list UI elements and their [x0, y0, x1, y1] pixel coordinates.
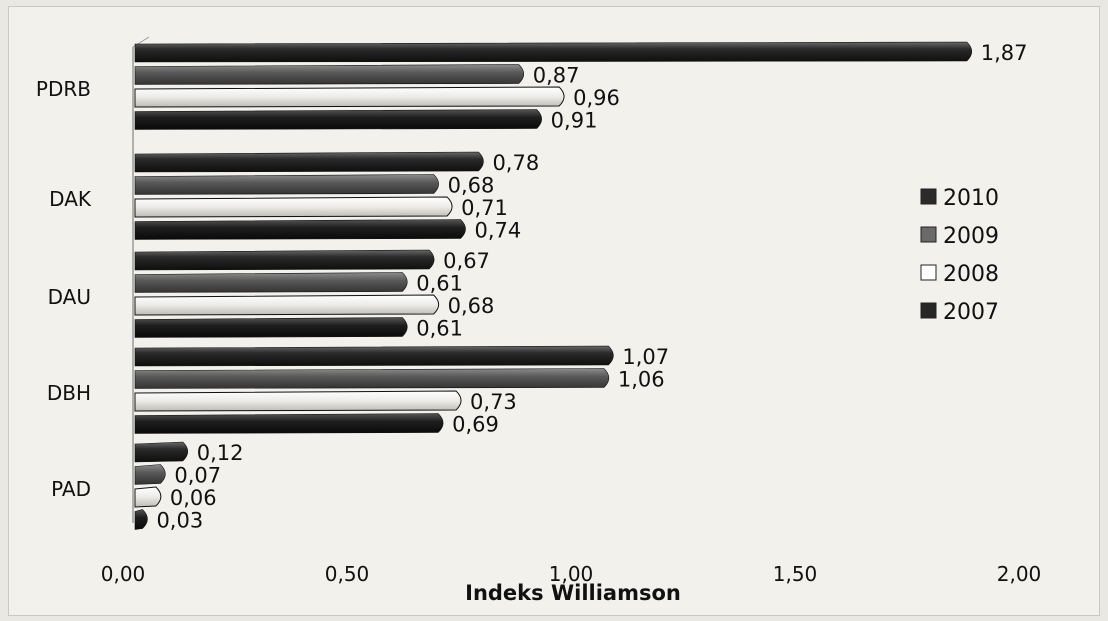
legend-label-2010: 2010	[943, 186, 999, 211]
chart-frame: 0,12 0,07 0,06 0,03 1,07 1,06 0,73 0,69 0,67 0,61…	[8, 6, 1100, 616]
value-label-dbh-2010: 1,07	[622, 345, 669, 369]
bar-dak-2007	[134, 219, 466, 240]
value-label-dbh-2009: 1,06	[618, 368, 665, 392]
value-label-dbh-2007: 0,69	[452, 413, 499, 437]
value-label-pdrb-2009: 0,87	[533, 64, 580, 88]
category-label-dbh: DBH	[47, 381, 91, 405]
bar-dau-2010	[134, 249, 435, 271]
bar-chart: 0,120,070,060,031,071,060,730,690,670,61…	[36, 36, 1042, 605]
bar-dak-2008	[134, 196, 453, 218]
legend-swatch-2009	[920, 226, 937, 243]
x-tick-label-1: 0,50	[325, 562, 370, 586]
legend-label-2007: 2007	[943, 300, 999, 325]
bar-pad-2009	[134, 464, 166, 485]
bar-pdrb-2010	[134, 41, 973, 63]
category-label-pad: PAD	[51, 477, 91, 501]
value-label-pdrb-2007: 0,91	[551, 109, 598, 133]
value-label-pad-2008: 0,06	[170, 486, 217, 510]
value-labels-layer: 0,120,070,060,031,071,060,730,690,670,61…	[156, 41, 1027, 533]
category-label-dak: DAK	[49, 187, 92, 211]
x-axis-label: Indeks Williamson	[465, 581, 681, 605]
bar-dbh-2010	[134, 345, 614, 367]
bar-dau-2007	[134, 317, 408, 338]
x-tick-label-4: 2,00	[997, 562, 1042, 586]
value-label-dau-2010: 0,67	[443, 249, 490, 273]
bar-pdrb-2008	[134, 86, 565, 108]
value-label-pdrb-2010: 1,87	[981, 41, 1028, 65]
value-label-dau-2008: 0,68	[448, 294, 495, 318]
x-tick-label-0: 0,00	[101, 562, 146, 586]
legend-label-2008: 2008	[943, 262, 999, 287]
bar-dak-2010	[134, 151, 484, 173]
value-label-pdrb-2008: 0,96	[573, 86, 620, 110]
value-label-dau-2009: 0,61	[416, 272, 463, 296]
bar-pdrb-2007	[134, 109, 542, 130]
value-label-dbh-2008: 0,73	[470, 390, 517, 414]
legend: 2010 2009 2008 2007	[920, 186, 999, 325]
value-label-dak-2010: 0,78	[492, 151, 539, 175]
value-label-dak-2007: 0,74	[475, 219, 522, 243]
bar-pad-2008	[134, 486, 162, 508]
bar-pad-2007	[134, 509, 148, 530]
category-labels-layer: PAD DBH DAU DAK PDRB	[36, 77, 92, 501]
bar-dau-2008	[134, 294, 440, 316]
value-label-dak-2008: 0,71	[461, 196, 508, 220]
x-tick-label-3: 1,50	[773, 562, 818, 586]
category-label-pdrb: PDRB	[36, 77, 91, 101]
bars-layer	[134, 41, 973, 530]
value-label-pad-2009: 0,07	[174, 464, 221, 488]
bar-dbh-2007	[134, 413, 444, 434]
x-tick-labels-layer: 0,00 0,50 1,00 1,50 2,00	[101, 562, 1042, 586]
legend-swatch-2007	[920, 302, 937, 319]
legend-swatch-2008	[920, 264, 937, 281]
value-label-dau-2007: 0,61	[416, 317, 463, 341]
value-label-pad-2010: 0,12	[197, 441, 244, 465]
bar-pdrb-2009	[134, 64, 525, 85]
legend-label-2009: 2009	[943, 224, 999, 249]
x-tick-label-2: 1,00	[549, 562, 594, 586]
bar-dau-2009	[134, 272, 408, 293]
bar-dak-2009	[134, 174, 439, 195]
category-label-dau: DAU	[48, 285, 91, 309]
value-label-dak-2009: 0,68	[448, 174, 495, 198]
bar-dbh-2009	[134, 368, 610, 389]
bar-pad-2010	[134, 441, 189, 463]
bar-dbh-2008	[134, 390, 462, 412]
value-label-pad-2007: 0,03	[156, 509, 203, 533]
legend-swatch-2010	[920, 188, 937, 205]
